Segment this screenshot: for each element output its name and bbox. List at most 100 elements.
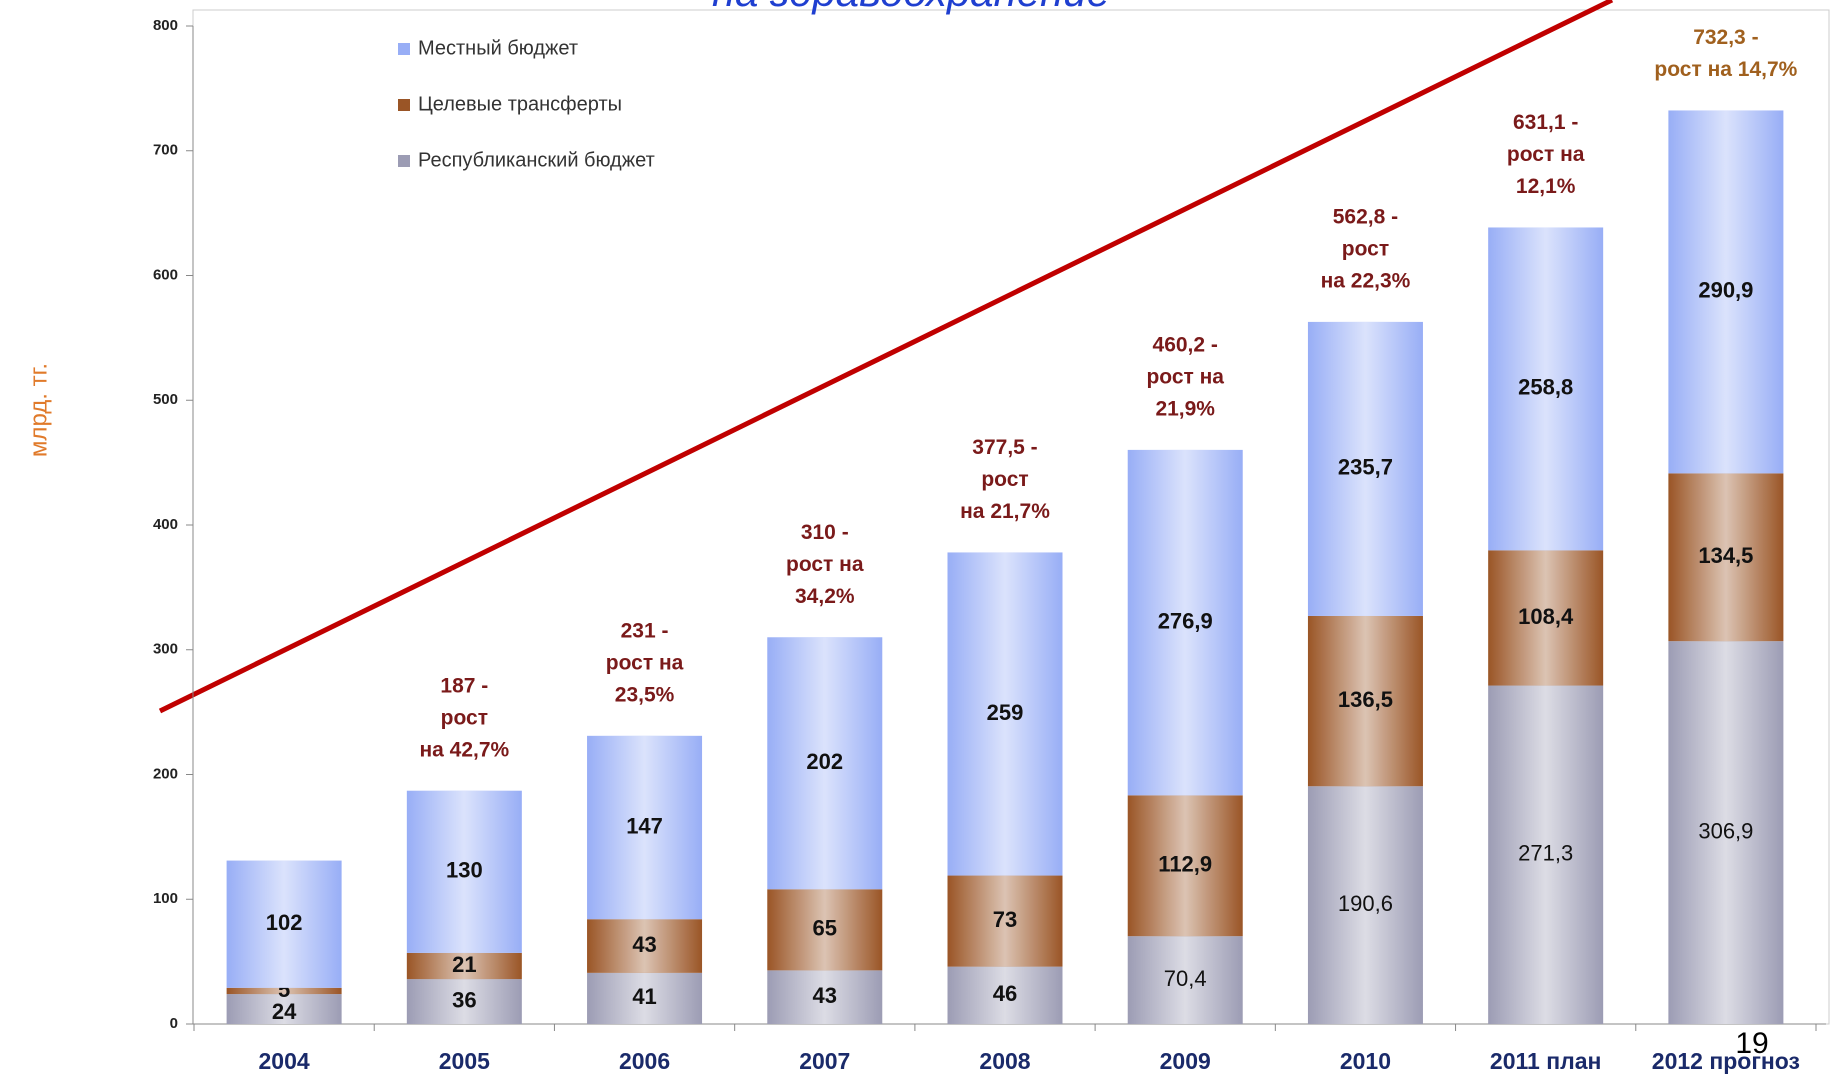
y-tick-label: 0: [170, 1015, 178, 1032]
value-label: 259: [987, 700, 1024, 725]
growth-annotation: на 22,3%: [1321, 269, 1411, 292]
growth-annotation: 377,5 -: [972, 436, 1037, 459]
value-label: 258,8: [1518, 375, 1573, 400]
value-label: 190,6: [1338, 891, 1393, 916]
y-tick-label: 300: [153, 641, 178, 658]
trend-line: [158, 0, 1614, 714]
y-tick-label: 500: [153, 391, 178, 408]
bar-shine: [947, 966, 1063, 1024]
x-tick-label: 2006: [619, 1048, 670, 1074]
value-label: 306,9: [1698, 818, 1753, 843]
bar-shine: [226, 860, 342, 988]
growth-annotation: 460,2 -: [1153, 333, 1218, 356]
growth-annotation: на 21,7%: [960, 500, 1050, 523]
bar-shine: [1307, 615, 1423, 787]
x-tick-label: 2012 прогноз: [1652, 1048, 1800, 1074]
y-tick-label: 400: [153, 516, 178, 533]
value-label: 235,7: [1338, 455, 1393, 480]
bar-shine: [1488, 227, 1604, 551]
bar-shine: [406, 952, 522, 980]
legend-swatch: [398, 99, 410, 111]
bar-shine: [587, 735, 703, 920]
value-label: 43: [813, 983, 837, 1008]
bar-shine: [1127, 449, 1243, 796]
bar-shine: [1668, 110, 1784, 474]
bar-shine: [1127, 795, 1243, 937]
value-label: 112,9: [1158, 852, 1212, 877]
growth-annotation: рост на: [1507, 143, 1585, 166]
x-tick-label: 2004: [259, 1048, 310, 1074]
value-label: 24: [272, 999, 297, 1024]
value-label: 147: [626, 813, 663, 838]
value-label: 73: [993, 907, 1017, 932]
y-tick-label: 800: [153, 17, 178, 34]
x-tick-label: 2009: [1160, 1048, 1211, 1074]
growth-annotation: рост на: [786, 553, 864, 576]
value-label: 70,4: [1164, 966, 1207, 991]
growth-annotation: 631,1 -: [1513, 111, 1578, 134]
value-label: 65: [813, 916, 837, 941]
legend-label: Целевые трансферты: [418, 93, 622, 115]
bar-shine: [947, 552, 1063, 876]
x-tick-label: 2005: [439, 1048, 490, 1074]
y-axis-label: млрд. тг.: [25, 363, 52, 457]
value-label: 202: [806, 749, 843, 774]
bar-shine: [1668, 641, 1784, 1024]
legend-swatch: [398, 155, 410, 167]
x-tick-label: 2007: [799, 1048, 850, 1074]
value-label: 46: [993, 981, 1017, 1006]
legend-label: Республиканский бюджет: [418, 149, 655, 171]
chart-title: на здравоохранение: [712, 0, 1110, 15]
value-label: 290,9: [1698, 278, 1753, 303]
bar-shine: [947, 875, 1063, 967]
y-tick-label: 100: [153, 890, 178, 907]
value-label: 276,9: [1158, 608, 1213, 633]
growth-annotation: 23,5%: [615, 683, 675, 706]
value-label: 130: [446, 858, 483, 883]
value-label: 21: [452, 952, 476, 977]
value-label: 43: [632, 932, 656, 957]
y-tick-label: 700: [153, 142, 178, 159]
growth-annotation: 187 -: [440, 674, 488, 697]
value-label: 41: [632, 984, 656, 1009]
legend-swatch: [398, 43, 410, 55]
growth-annotation: 732,3 -: [1693, 26, 1758, 49]
bar-shine: [406, 979, 522, 1024]
bar-shine: [767, 889, 883, 971]
growth-annotation: рост на 14,7%: [1654, 58, 1797, 81]
bar-shine: [226, 987, 342, 995]
x-tick-label: 2011 план: [1490, 1048, 1601, 1074]
value-label: 36: [452, 987, 476, 1012]
growth-annotation: рост на: [606, 651, 684, 674]
bar-shine: [226, 994, 342, 1024]
growth-annotation: 12,1%: [1516, 175, 1576, 198]
legend-label: Местный бюджет: [418, 37, 578, 59]
growth-annotation: 562,8 -: [1333, 205, 1398, 228]
bar-shine: [587, 919, 703, 973]
x-tick-label: 2008: [979, 1048, 1030, 1074]
x-tick-label: 2010: [1340, 1048, 1391, 1074]
bar-shine: [1488, 550, 1604, 686]
value-label: 108,4: [1518, 604, 1574, 629]
y-tick-label: 200: [153, 765, 178, 782]
growth-annotation: рост на: [1146, 365, 1224, 388]
growth-annotation: 21,9%: [1155, 397, 1215, 420]
bar-shine: [1668, 473, 1784, 642]
value-label: 136,5: [1338, 687, 1393, 712]
page-number: 19: [1735, 1027, 1768, 1060]
bar-shine: [1307, 786, 1423, 1024]
growth-annotation: 231 -: [621, 619, 669, 642]
bar-shine: [1127, 936, 1243, 1024]
growth-annotation: рост: [981, 468, 1028, 491]
y-tick-label: 600: [153, 266, 178, 283]
growth-annotation: на 42,7%: [419, 738, 509, 761]
bar-shine: [1307, 321, 1423, 616]
value-label: 102: [266, 910, 303, 935]
bar-shine: [767, 637, 883, 890]
bar-shine: [1488, 685, 1604, 1024]
value-label: 271,3: [1518, 841, 1573, 866]
growth-annotation: 310 -: [801, 521, 849, 544]
bar-shine: [587, 972, 703, 1024]
bar-shine: [767, 970, 883, 1024]
